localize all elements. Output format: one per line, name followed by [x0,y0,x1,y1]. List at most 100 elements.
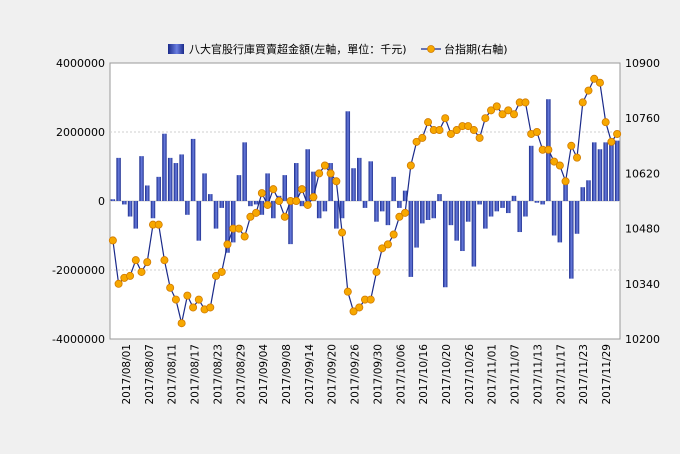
bar [460,201,465,252]
line-point [595,78,604,87]
bar [603,142,608,201]
bar [116,157,121,201]
bar [442,201,448,288]
bar [162,133,167,201]
line-point [504,106,513,115]
bar [402,190,408,201]
bar [213,201,219,229]
bar [597,149,603,201]
line-point [171,295,180,304]
line-point [177,319,186,328]
line-point [544,145,553,154]
bar [288,201,293,245]
bar [219,201,224,208]
line-point [309,193,318,202]
bar [534,201,540,203]
line-point [607,137,616,146]
bar [173,163,179,201]
bar [477,201,482,205]
x-tick-label: 2017/09/26 [350,344,362,405]
bar [351,168,356,201]
bar [551,201,557,236]
bar [265,173,270,201]
x-tick-label: 2017/10/26 [464,344,476,405]
line-point [269,185,278,194]
bar [431,201,436,219]
bar [179,154,184,201]
line-point [366,295,375,304]
line-point [320,161,329,170]
bar [236,175,242,201]
line-point [131,256,140,265]
line-point [257,189,266,198]
line-point [492,102,501,111]
bar [294,163,299,201]
line-point [315,169,324,178]
line-point [349,307,358,316]
bar-series [110,99,620,288]
bar [139,156,144,201]
bar [448,201,454,226]
line-point [154,220,163,229]
bar [397,201,402,208]
bar [454,201,459,241]
line-point [446,129,455,138]
bar [494,201,500,212]
line-point [166,283,175,292]
line-point [567,141,576,150]
left-tick-label: -2000000 [52,264,105,277]
line-point [303,200,312,209]
line-point [275,196,284,205]
bar [110,199,116,201]
bar [299,201,305,207]
bar [574,201,580,234]
bar [145,185,150,201]
line-point [469,126,478,135]
line-point [183,291,192,300]
right-tick-label: 10620 [625,167,660,180]
bar [167,157,173,201]
line-point [590,74,599,83]
line-point [555,161,564,170]
x-tick-label: 2017/08/17 [190,344,202,405]
legend-line-label: 台指期(右軸) [444,42,508,56]
line-point [338,228,347,237]
line-point [378,244,387,253]
x-tick-label: 2017/09/20 [327,344,339,405]
line-point [412,137,421,146]
line-point [613,129,622,138]
bar [133,201,139,229]
legend-bar-label: 八大官股行庫買賣超金額(左軸，單位：千元) [189,42,407,56]
line-point [395,212,404,221]
bar [156,176,161,201]
line-point [424,118,433,127]
line-point [246,212,255,221]
right-tick-label: 10480 [625,223,660,236]
legend-line-marker [427,45,435,53]
left-tick-label: -4000000 [52,333,105,346]
bar [580,187,585,201]
bar [368,161,373,201]
bar [614,140,620,201]
bar [569,201,574,279]
bar [230,201,236,243]
left-tick-label: 2000000 [56,126,105,139]
line-point [383,240,392,249]
left-tick-label: 0 [98,195,105,208]
line-point [126,271,135,280]
left-tick-label: 4000000 [56,57,105,70]
x-axis: 2017/08/01 2017/08/07 2017/08/11 2017/08/17… [121,344,613,405]
bar [523,201,528,217]
bar [334,201,339,229]
bar [127,201,133,217]
x-tick-label: 2017/09/30 [372,344,384,405]
bar [385,201,391,226]
bar [374,201,379,222]
x-tick-label: 2017/08/11 [167,344,179,405]
bar [540,201,545,205]
legend: 八大官股行庫買賣超金額(左軸，單位：千元) 台指期(右軸) [168,42,508,56]
line-point [252,208,261,217]
bar [483,201,488,229]
